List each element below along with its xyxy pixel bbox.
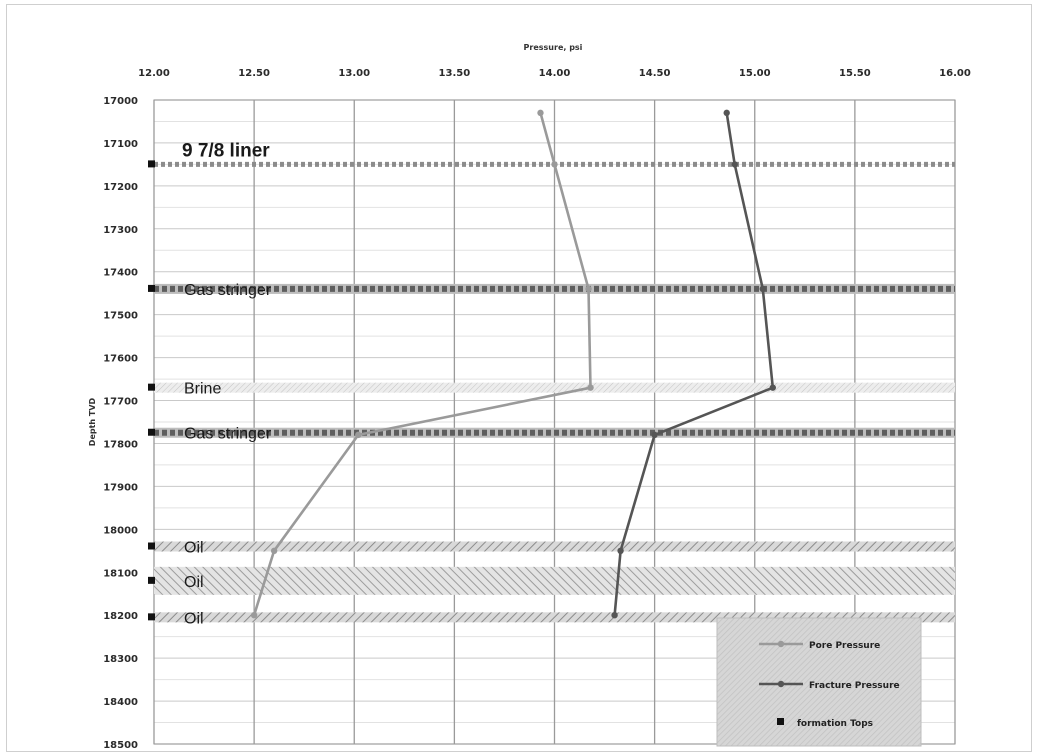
formation-label: Oil xyxy=(184,540,204,557)
y-tick-label: 17900 xyxy=(103,482,138,493)
pore-pressure-point xyxy=(587,384,594,391)
formation-band xyxy=(154,541,955,552)
axis-ticks: 12.00 12.50 13.00 13.50 14.00 14.50 15.00 15.50… xyxy=(103,68,971,751)
fracture-pressure-point xyxy=(611,612,618,619)
formation-band xyxy=(154,566,955,595)
formation-top-marker xyxy=(148,576,155,584)
fracture-pressure-point xyxy=(759,285,766,293)
x-tick-label: 16.00 xyxy=(939,68,971,79)
y-tick-label: 17000 xyxy=(103,96,138,107)
x-tick-label: 14.00 xyxy=(539,68,571,79)
x-axis-title: Pressure, psi xyxy=(524,43,583,52)
y-axis-title: Depth TVD xyxy=(88,397,97,446)
chart-frame xyxy=(6,4,1032,752)
formation-top-marker xyxy=(148,613,155,621)
formation-top-marker xyxy=(148,542,155,550)
legend-swatch-marker xyxy=(777,640,785,648)
pore-pressure-point xyxy=(537,109,544,117)
y-tick-label: 18100 xyxy=(103,568,138,579)
x-tick-label: 14.50 xyxy=(639,68,671,79)
formation-band xyxy=(154,612,955,623)
series-lines xyxy=(250,109,776,619)
formation-label: Brine xyxy=(184,381,221,398)
fracture-pressure-point xyxy=(723,109,730,117)
y-tick-label: 17200 xyxy=(103,182,138,193)
legend-box xyxy=(716,617,922,747)
x-tick-label: 12.50 xyxy=(238,68,270,79)
pore-pressure-point xyxy=(270,547,278,554)
y-tick-label: 18200 xyxy=(103,611,138,622)
y-tick-label: 17600 xyxy=(103,354,138,365)
formation-label: Gas stringer xyxy=(184,426,272,443)
fracture-pressure-point xyxy=(617,547,624,554)
formation-band xyxy=(154,382,955,393)
pore-pressure-point xyxy=(355,431,362,439)
formation-annotations: 9 7/8 liner Gas stringer Brine Gas stringer… xyxy=(182,140,272,627)
y-tick-label: 17800 xyxy=(103,439,138,450)
formation-label: Oil xyxy=(184,574,204,591)
legend-swatch-marker xyxy=(777,680,785,688)
y-tick-label: 17400 xyxy=(103,268,138,279)
pore-pressure-point xyxy=(250,612,258,619)
fracture-pressure-point xyxy=(731,161,738,168)
y-tick-label: 18400 xyxy=(103,697,138,708)
x-tick-label: 15.00 xyxy=(739,68,771,79)
legend-entry-label: Pore Pressure xyxy=(809,641,880,651)
legend-entry-label: formation Tops xyxy=(797,719,873,729)
formation-label: Oil xyxy=(184,610,204,627)
y-tick-label: 17300 xyxy=(103,225,138,236)
y-tick-label: 18500 xyxy=(103,740,138,751)
pore-pressure-point xyxy=(551,161,558,168)
formation-bands xyxy=(148,160,955,623)
fracture-pressure-point xyxy=(651,431,658,439)
legend: Pore Pressure Fracture Pressure formation … xyxy=(716,617,922,747)
x-tick-label: 15.50 xyxy=(839,68,871,79)
formation-top-marker xyxy=(148,383,155,391)
y-tick-label: 18000 xyxy=(103,525,138,536)
formation-top-marker xyxy=(148,428,155,436)
legend-swatch-marker xyxy=(777,718,784,725)
formation-label: 9 7/8 liner xyxy=(182,140,270,161)
formation-top-marker xyxy=(148,284,155,292)
y-tick-label: 17100 xyxy=(103,139,138,150)
x-tick-label: 12.00 xyxy=(138,68,170,79)
x-tick-label: 13.00 xyxy=(338,68,370,79)
legend-entry-label: Fracture Pressure xyxy=(809,681,900,691)
y-tick-label: 17500 xyxy=(103,311,138,322)
fracture-pressure-point xyxy=(769,384,776,391)
formation-top-marker xyxy=(148,160,155,168)
y-tick-label: 18300 xyxy=(103,654,138,665)
y-tick-label: 17700 xyxy=(103,397,138,408)
formation-label: Gas stringer xyxy=(184,282,272,299)
pore-pressure-point xyxy=(585,285,592,293)
x-tick-label: 13.50 xyxy=(439,68,471,79)
